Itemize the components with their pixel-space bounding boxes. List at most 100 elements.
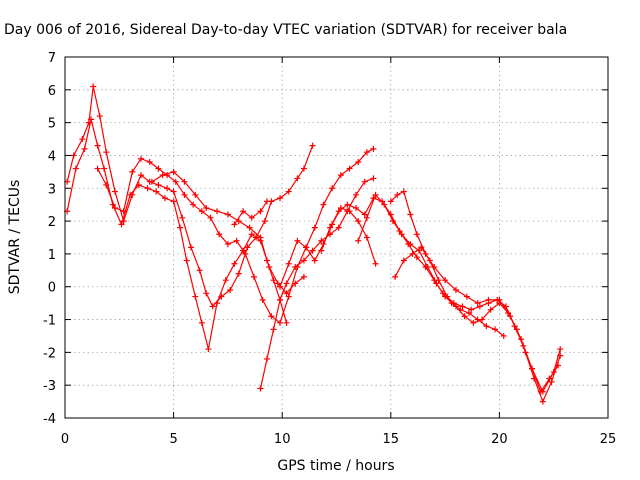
data-point xyxy=(309,247,316,254)
data-point xyxy=(285,188,292,195)
series-line xyxy=(151,171,288,324)
data-series xyxy=(64,83,564,405)
chart-title: Day 006 of 2016, Sidereal Day-to-day VTE… xyxy=(4,22,567,38)
data-point xyxy=(101,165,108,172)
data-point xyxy=(292,280,299,287)
data-point xyxy=(96,113,103,120)
data-point xyxy=(355,237,362,244)
data-point xyxy=(257,208,264,215)
data-point xyxy=(138,155,145,162)
data-point xyxy=(146,159,153,166)
data-point xyxy=(103,181,110,188)
series-3 xyxy=(94,145,377,326)
data-point xyxy=(187,244,194,251)
data-point xyxy=(294,237,301,244)
data-point xyxy=(81,145,88,152)
data-point xyxy=(235,270,242,277)
data-point xyxy=(72,165,79,172)
y-tick-label: 1 xyxy=(48,248,56,263)
data-point xyxy=(79,136,86,143)
data-point xyxy=(548,378,555,385)
data-point xyxy=(452,303,459,310)
data-point xyxy=(459,303,466,310)
data-point xyxy=(207,214,214,221)
data-point xyxy=(363,149,370,156)
data-point xyxy=(309,142,316,149)
x-tick-label: 15 xyxy=(383,432,400,447)
data-point xyxy=(329,185,336,192)
data-point xyxy=(300,257,307,264)
data-point xyxy=(492,326,499,333)
data-point xyxy=(170,168,177,175)
data-point xyxy=(129,168,136,175)
data-point xyxy=(90,83,97,90)
data-point xyxy=(138,172,145,179)
data-point xyxy=(539,388,546,395)
data-point xyxy=(355,218,362,225)
y-tick-label: 7 xyxy=(48,51,56,66)
data-point xyxy=(148,178,155,185)
data-point xyxy=(507,313,514,320)
data-point xyxy=(181,178,188,185)
data-point xyxy=(479,316,486,323)
data-point xyxy=(94,142,101,149)
data-point xyxy=(413,254,420,261)
data-point xyxy=(111,188,118,195)
data-point xyxy=(398,231,405,238)
data-point xyxy=(557,346,564,353)
data-point xyxy=(361,178,368,185)
series-line xyxy=(66,85,314,307)
data-point xyxy=(318,237,325,244)
data-point xyxy=(400,257,407,264)
data-point xyxy=(381,201,388,208)
series-7 xyxy=(277,204,379,290)
data-point xyxy=(155,165,162,172)
data-point xyxy=(231,221,238,228)
data-point xyxy=(248,231,255,238)
data-point xyxy=(277,296,284,303)
data-point xyxy=(277,283,284,290)
data-point xyxy=(300,273,307,280)
data-point xyxy=(205,346,212,353)
data-point xyxy=(283,290,290,297)
data-point xyxy=(233,237,240,244)
y-tick-label: -3 xyxy=(43,379,56,394)
data-point xyxy=(268,313,275,320)
data-point xyxy=(224,241,231,248)
data-point xyxy=(485,296,492,303)
data-point xyxy=(216,231,223,238)
data-point xyxy=(181,191,188,198)
data-point xyxy=(294,175,301,182)
data-point xyxy=(435,277,442,284)
y-tick-label: -1 xyxy=(43,314,56,329)
data-point xyxy=(363,214,370,221)
y-tick-label: 0 xyxy=(48,281,56,296)
data-point xyxy=(277,319,284,326)
data-point xyxy=(170,188,177,195)
data-point xyxy=(257,234,264,241)
data-point xyxy=(413,231,420,238)
data-point xyxy=(257,385,264,392)
data-point xyxy=(392,273,399,280)
data-point xyxy=(433,280,440,287)
data-point xyxy=(203,204,210,211)
series-4 xyxy=(148,168,290,326)
data-point xyxy=(190,201,197,208)
data-point xyxy=(161,195,168,202)
data-point xyxy=(335,208,342,215)
data-point xyxy=(465,309,472,316)
data-point xyxy=(442,277,449,284)
data-point xyxy=(353,191,360,198)
x-tick-label: 0 xyxy=(61,432,69,447)
series-line xyxy=(390,191,561,393)
data-point xyxy=(283,319,290,326)
x-axis-label: GPS time / hours xyxy=(277,458,394,474)
series-line xyxy=(394,246,561,403)
data-point xyxy=(203,290,210,297)
data-point xyxy=(135,181,142,188)
y-axis-label: SDTVAR / TECUs xyxy=(7,180,23,295)
data-point xyxy=(550,369,557,376)
data-point xyxy=(370,175,377,182)
data-point xyxy=(318,247,325,254)
